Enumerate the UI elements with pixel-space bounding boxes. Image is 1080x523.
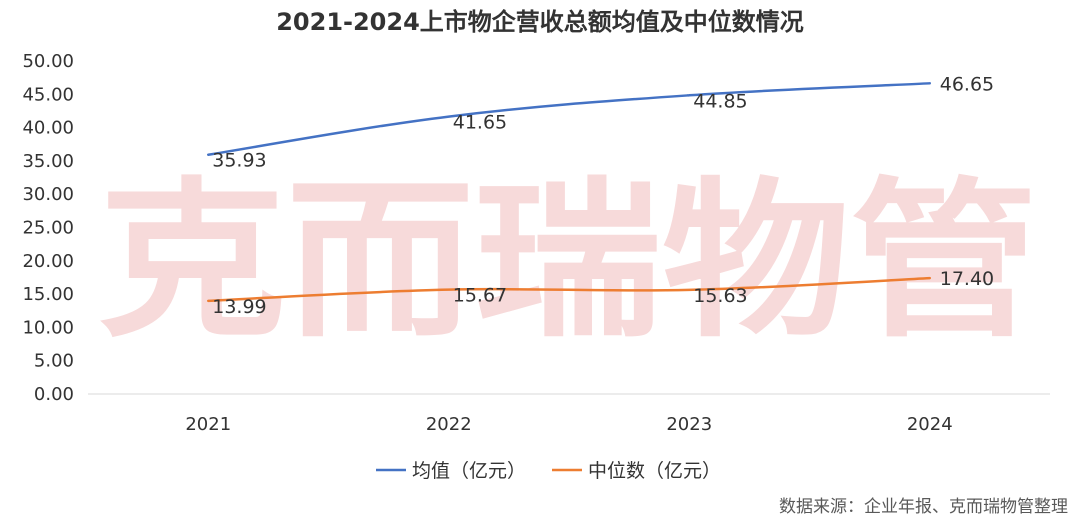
data-label: 15.67 bbox=[453, 285, 507, 307]
x-axis: 2021 2022 2023 2024 bbox=[185, 414, 952, 435]
chart-title: 2021-2024上市物企营收总额均值及中位数情况 bbox=[276, 8, 804, 36]
y-tick-label: 25.00 bbox=[22, 218, 74, 239]
legend-label-0: 均值（亿元） bbox=[412, 460, 526, 482]
data-label: 44.85 bbox=[693, 90, 747, 112]
legend: 均值（亿元） 中位数（亿元） bbox=[376, 460, 721, 482]
data-label: 46.65 bbox=[940, 73, 994, 95]
x-tick-label: 2023 bbox=[666, 414, 712, 435]
series-layer: 35.93 41.65 44.85 46.65 13.99 15.67 15.63 17.40 bbox=[207, 73, 994, 318]
legend-label-1: 中位数（亿元） bbox=[588, 460, 721, 482]
y-tick-label: 40.00 bbox=[22, 118, 74, 139]
y-tick-label: 45.00 bbox=[22, 84, 74, 105]
x-tick-label: 2022 bbox=[426, 414, 472, 435]
data-label: 35.93 bbox=[212, 150, 266, 172]
watermark-text: 克而瑞物管 bbox=[98, 163, 1038, 361]
y-tick-label: 50.00 bbox=[22, 51, 74, 72]
series-line-1 bbox=[207, 276, 931, 303]
y-axis: 0.00 5.00 10.00 15.00 20.00 25.00 30.00 35.00 40… bbox=[22, 51, 74, 405]
data-label: 15.63 bbox=[693, 285, 747, 307]
x-tick-label: 2021 bbox=[185, 414, 231, 435]
data-label: 17.40 bbox=[940, 268, 994, 290]
y-tick-label: 30.00 bbox=[22, 184, 74, 205]
series-line-0 bbox=[207, 82, 931, 156]
y-tick-label: 35.00 bbox=[22, 151, 74, 172]
x-tick-label: 2024 bbox=[907, 414, 953, 435]
y-tick-label: 0.00 bbox=[34, 384, 74, 405]
data-label: 13.99 bbox=[212, 296, 266, 318]
y-tick-label: 5.00 bbox=[34, 351, 74, 372]
source-note: 数据来源：企业年报、克而瑞物管整理 bbox=[779, 497, 1068, 517]
y-tick-label: 15.00 bbox=[22, 284, 74, 305]
data-label: 41.65 bbox=[453, 112, 507, 134]
y-tick-label: 10.00 bbox=[22, 317, 74, 338]
y-tick-label: 20.00 bbox=[22, 251, 74, 272]
